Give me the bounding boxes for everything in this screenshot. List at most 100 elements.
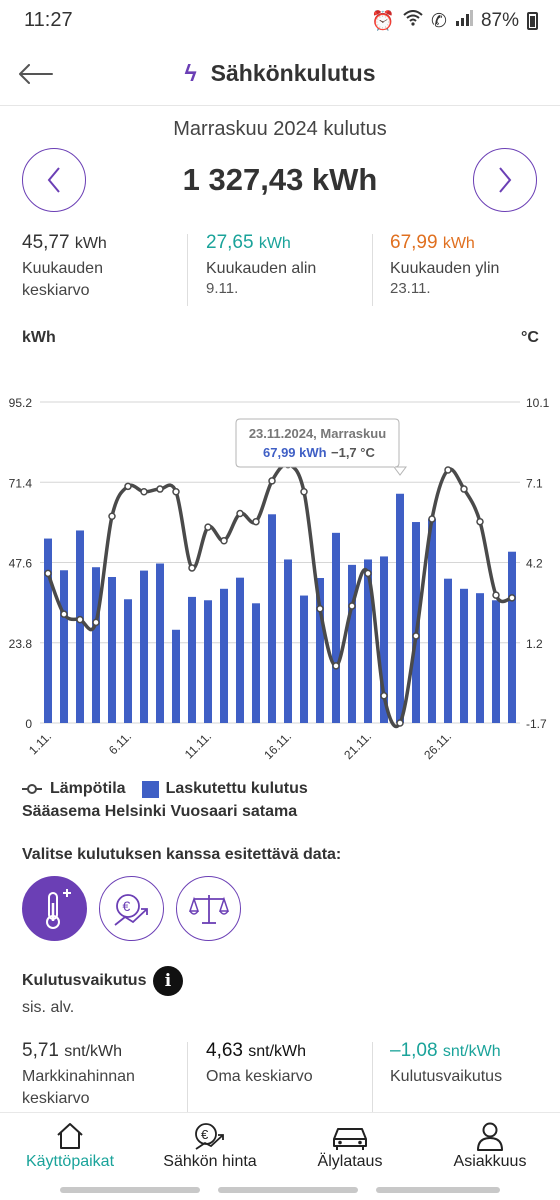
temperature-point — [220, 536, 228, 545]
temperature-point — [508, 594, 516, 602]
x-tick-label: 1.11. — [26, 729, 54, 757]
chart-legend: Lämpötila Laskutettu kulutus — [22, 780, 308, 798]
consumption-bar — [108, 576, 116, 723]
monthly-stats: 45,77 kWh Kuukauden keskiarvo 27,65 kWh … — [0, 232, 560, 308]
nav-kayttopaikat[interactable]: Käyttöpaikat — [0, 1113, 140, 1183]
temperature-data-button[interactable] — [22, 876, 87, 941]
car-icon — [333, 1128, 367, 1150]
legend-temperature: Lämpötila — [50, 780, 126, 797]
nav-label: Sähkön hinta — [163, 1153, 257, 1170]
temperature-point — [332, 662, 340, 670]
x-tick-label: 16.11. — [261, 729, 294, 762]
person-icon — [477, 1122, 503, 1151]
right-axis-unit: °C — [521, 329, 539, 346]
impact-stats: 5,71 snt/kWh Markkinahinnan keskiarvo 4,… — [0, 1040, 560, 1114]
stat-average: 45,77 kWh Kuukauden keskiarvo — [22, 232, 182, 306]
total-consumption: 1 327,43 kWh — [182, 162, 378, 197]
stat-min: 27,65 kWh Kuukauden alin 9.11. — [206, 232, 366, 306]
stat-value: 5,71 snt/kWh — [22, 1040, 123, 1061]
consumption-bar — [316, 578, 324, 723]
nav-sahkon-hinta[interactable]: € Sähkön hinta — [140, 1113, 280, 1183]
bottom-navigation: Käyttöpaikat € Sähkön hinta Älylataus As… — [0, 1112, 560, 1200]
previous-month-button[interactable] — [22, 148, 86, 212]
legend-consumption: Laskutettu kulutus — [165, 780, 308, 797]
status-bar: 11:27 ⏰ ✆ 87% — [0, 0, 560, 42]
status-time: 11:27 — [24, 9, 73, 31]
y-tick-label-celsius: 1.2 — [526, 637, 543, 651]
nav-asiakkuus[interactable]: Asiakkuus — [420, 1113, 560, 1183]
stat-value: 27,65 kWh — [206, 232, 291, 253]
temperature-point — [204, 523, 212, 531]
stat-date: 23.11. — [390, 280, 431, 297]
stat-label: Markkinahinnan — [22, 1068, 135, 1085]
stat-label-2: keskiarvo — [22, 1090, 90, 1107]
status-icons: ⏰ ✆ 87% — [371, 9, 538, 33]
consumption-bar — [268, 514, 276, 723]
consumption-bar — [396, 493, 404, 723]
consumption-bar — [236, 577, 244, 723]
page-title: Sähkönkulutus — [210, 60, 376, 86]
consumption-bar — [76, 530, 84, 723]
battery-icon — [527, 12, 538, 30]
temperature-point — [44, 569, 52, 578]
temperature-line — [46, 462, 513, 729]
consumption-bar — [140, 570, 148, 723]
impact-title: Kulutusvaikutus — [22, 972, 147, 989]
stat-label: Oma keskiarvo — [206, 1068, 313, 1085]
temperature-point — [172, 488, 180, 496]
consumption-bar — [252, 603, 260, 723]
temperature-point — [124, 482, 132, 491]
consumption-bar — [156, 563, 164, 723]
consumption-bar — [60, 570, 68, 723]
y-tick-label-celsius: -1.7 — [526, 717, 547, 731]
tooltip-value: 67,99 kWh — [263, 445, 327, 460]
temperature-point — [108, 512, 116, 521]
gesture-bar-right — [376, 1187, 500, 1193]
temperature-point — [492, 591, 500, 599]
consumption-bar — [92, 567, 100, 723]
temperature-point — [460, 485, 468, 493]
consumption-bar — [508, 551, 516, 723]
stat-label-2: keskiarvo — [22, 282, 90, 299]
nav-alylataus[interactable]: Älylataus — [280, 1113, 420, 1183]
x-tick-label: 11.11. — [182, 729, 214, 761]
stat-value: 45,77 kWh — [22, 232, 107, 253]
alarm-icon: ⏰ — [371, 11, 396, 32]
consumption-bar — [412, 522, 420, 723]
stat-label: Kuukauden ylin — [390, 260, 500, 277]
stat-label: Kulutusvaikutus — [390, 1068, 503, 1085]
left-axis-unit: kWh — [22, 329, 56, 346]
temperature-point — [476, 517, 484, 526]
nav-label: Käyttöpaikat — [25, 1153, 115, 1170]
y-tick-label-celsius: 4.2 — [526, 557, 543, 571]
x-tick-label: 26.11. — [421, 729, 454, 762]
tooltip-date: 23.11.2024, Marraskuu — [249, 426, 386, 441]
temperature-point — [156, 485, 164, 493]
chart-tooltip — [235, 418, 407, 476]
signal-icon — [455, 10, 473, 32]
home-icon — [57, 1123, 83, 1149]
temperature-point — [76, 615, 84, 624]
consumption-bar — [172, 629, 180, 723]
y-tick-label-kwh: 23.8 — [9, 637, 33, 651]
month-label: Marraskuu 2024 kulutus — [173, 118, 387, 140]
temperature-point — [364, 569, 372, 578]
comparison-data-button[interactable] — [176, 876, 241, 941]
consumption-bar — [332, 532, 340, 723]
price-data-button[interactable]: € — [99, 876, 164, 941]
y-tick-label-celsius: 10.1 — [526, 396, 550, 410]
consumption-legend-icon — [141, 780, 159, 798]
consumption-bar — [124, 599, 132, 723]
temperature-point — [428, 515, 436, 523]
consumption-bar — [348, 564, 356, 723]
stat-consumption-impact: –1,08 snt/kWh Kulutusvaikutus — [390, 1040, 555, 1114]
stat-value: 4,63 snt/kWh — [206, 1040, 307, 1061]
info-icon[interactable]: i — [153, 966, 183, 996]
consumption-bar — [492, 600, 500, 723]
back-button[interactable] — [14, 52, 58, 96]
temperature-point — [188, 564, 196, 572]
consumption-chart[interactable]: 95.2 10.1 71.4 7.1 47.6 4.2 23.8 1.2 0 -1.7 1.11. 6… — [0, 390, 560, 770]
scales-icon — [188, 894, 229, 924]
next-month-button[interactable] — [473, 148, 537, 212]
temperature-point — [348, 602, 356, 610]
